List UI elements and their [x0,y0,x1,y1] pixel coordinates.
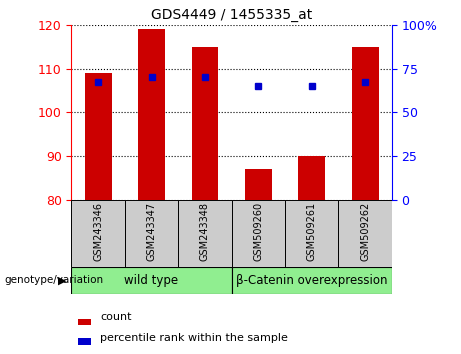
Bar [71,200,125,267]
Text: percentile rank within the sample: percentile rank within the sample [100,332,288,343]
Bar [352,47,378,200]
Text: count: count [100,312,132,322]
Title: GDS4449 / 1455335_at: GDS4449 / 1455335_at [151,8,312,22]
Bar [338,200,392,267]
Bar [78,338,91,345]
Bar [192,47,219,200]
Text: GSM243348: GSM243348 [200,202,210,261]
Text: GSM243347: GSM243347 [147,202,157,261]
Bar [245,169,272,200]
Bar [298,156,325,200]
Text: GSM509260: GSM509260 [254,202,263,261]
Bar [285,200,338,267]
Bar [138,29,165,200]
Text: ▶: ▶ [59,275,67,285]
Bar [178,200,231,267]
Bar [78,319,91,325]
Bar [71,267,231,294]
Text: wild type: wild type [124,274,178,287]
Text: β-Catenin overexpression: β-Catenin overexpression [236,274,388,287]
Text: genotype/variation: genotype/variation [5,275,104,285]
Bar [231,200,285,267]
Bar [231,267,392,294]
Text: GSM509262: GSM509262 [360,202,370,261]
Text: GSM509261: GSM509261 [307,202,317,261]
Text: GSM243346: GSM243346 [93,202,103,261]
Bar [125,200,178,267]
Bar [85,73,112,200]
